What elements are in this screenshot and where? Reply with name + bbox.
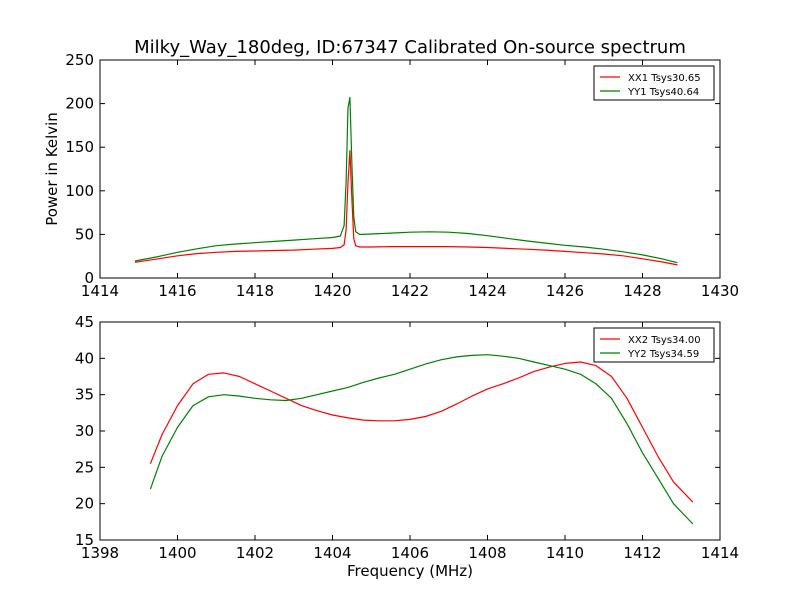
top-xtick-label: 1422 [391, 282, 429, 300]
top-ytick-label: 0 [84, 269, 94, 287]
bottom-legend-box [593, 327, 715, 363]
bottom-xtick-label: 1412 [623, 544, 661, 562]
top-series-line-2 [134, 96, 678, 264]
top-xtick-label: 1414 [81, 282, 119, 300]
top-legend-label: XX1 Tsys30.65 [628, 73, 701, 84]
top-plot-ticks: 1414 1416 1418 1420 1422 1424 1426 1428 1430 0 50 1… [65, 51, 739, 300]
top-series-line-1 [134, 150, 678, 266]
bottom-legend-label: XX2 Tsys34.00 [628, 335, 701, 346]
bottom-plot: Frequency (MHz) 1398 1400 1402 1404 1406 1408… [75, 313, 739, 580]
bottom-ytick-label: 25 [75, 458, 94, 476]
bottom-series-line-2 [149, 354, 694, 525]
bottom-ytick-label: 45 [75, 313, 94, 331]
top-plot-legend: XX1 Tsys30.65 YY1 Tsys40.64 [593, 65, 715, 101]
top-legend-box [593, 65, 715, 101]
bottom-ytick-label: 30 [75, 422, 94, 440]
top-xtick-label: 1418 [236, 282, 274, 300]
top-xtick-label: 1426 [546, 282, 584, 300]
bottom-ytick-label: 40 [75, 349, 94, 367]
bottom-plot-legend: XX2 Tsys34.00 YY2 Tsys34.59 [593, 327, 715, 363]
bottom-xtick-label: 1402 [236, 544, 274, 562]
bottom-ytick-label: 35 [75, 386, 94, 404]
bottom-ytick-label: 20 [75, 495, 94, 513]
top-xtick-label: 1416 [158, 282, 196, 300]
top-ytick-label: 250 [65, 51, 94, 69]
top-plot-series [134, 96, 678, 266]
bottom-xtick-label: 1398 [81, 544, 119, 562]
top-plot-ylabel: Power in Kelvin [43, 112, 61, 226]
bottom-xtick-label: 1406 [391, 544, 429, 562]
bottom-plot-series [149, 354, 694, 525]
bottom-plot-xlabel: Frequency (MHz) [347, 562, 473, 580]
bottom-series-line-1 [149, 361, 694, 503]
top-ytick-label: 50 [75, 225, 94, 243]
bottom-xtick-label: 1404 [313, 544, 351, 562]
top-xtick-label: 1428 [623, 282, 661, 300]
top-xtick-label: 1420 [313, 282, 351, 300]
top-ytick-label: 100 [65, 182, 94, 200]
top-ytick-label: 200 [65, 95, 94, 113]
bottom-legend-label: YY2 Tsys34.59 [627, 349, 699, 360]
top-xtick-label: 1424 [468, 282, 506, 300]
top-legend-label: YY1 Tsys40.64 [627, 87, 699, 98]
top-xtick-label: 1430 [701, 282, 739, 300]
bottom-ytick-label: 15 [75, 531, 94, 549]
bottom-xtick-label: 1414 [701, 544, 739, 562]
top-ytick-label: 150 [65, 138, 94, 156]
bottom-xtick-label: 1408 [468, 544, 506, 562]
top-plot: Power in Kelvin 1414 1416 1418 1420 1422 1424… [43, 51, 739, 300]
bottom-plot-ticks: 1398 1400 1402 1404 1406 1408 1410 1412 1414 15 20… [75, 313, 739, 562]
bottom-xtick-label: 1410 [546, 544, 584, 562]
chart-title: Milky_Way_180deg, ID:67347 Calibrated On… [134, 37, 686, 58]
bottom-xtick-label: 1400 [158, 544, 196, 562]
